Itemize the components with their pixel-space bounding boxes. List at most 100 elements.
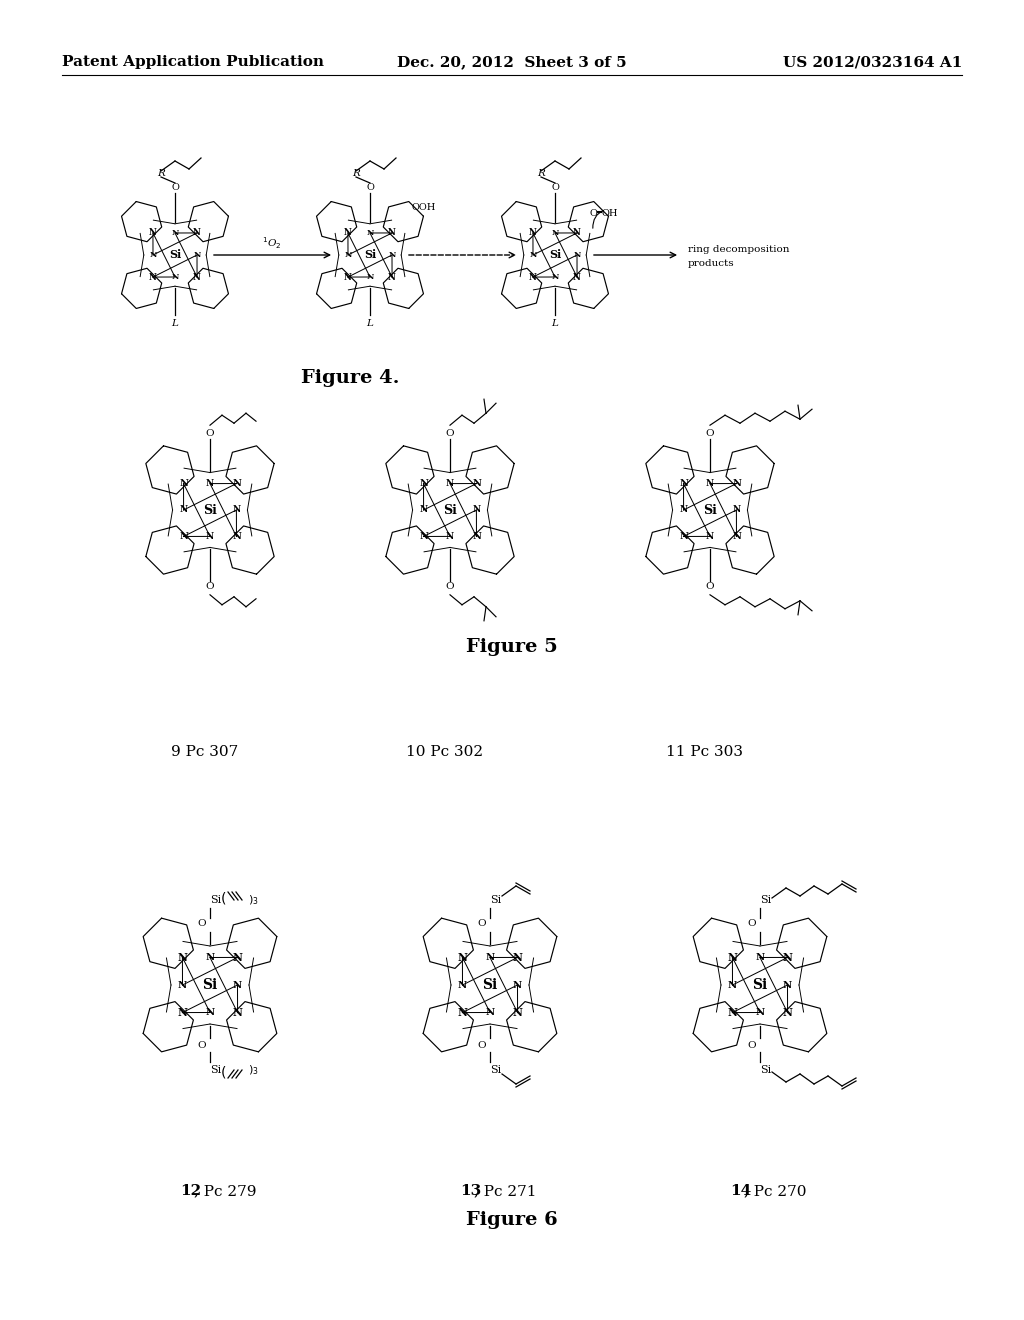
- Text: N: N: [179, 506, 187, 515]
- Text: Si: Si: [490, 895, 502, 906]
- Text: O: O: [706, 582, 715, 591]
- Text: N: N: [472, 506, 480, 515]
- Text: N: N: [756, 953, 765, 962]
- Text: N: N: [150, 251, 157, 259]
- Text: Si: Si: [753, 978, 768, 993]
- Text: US 2012/0323164 A1: US 2012/0323164 A1: [782, 55, 962, 69]
- Text: N: N: [472, 532, 481, 541]
- Text: N: N: [458, 952, 467, 962]
- Text: N: N: [344, 272, 352, 281]
- Text: N: N: [388, 228, 396, 238]
- Text: N: N: [177, 1007, 187, 1018]
- Text: N: N: [756, 1008, 765, 1016]
- Text: Figure 5: Figure 5: [466, 638, 558, 656]
- Text: , Pc 279: , Pc 279: [194, 1184, 256, 1199]
- Text: N: N: [445, 479, 454, 488]
- Text: Si: Si: [549, 249, 561, 260]
- Text: OOH: OOH: [412, 202, 436, 211]
- Text: N: N: [232, 479, 241, 488]
- Text: N: N: [150, 272, 157, 281]
- Text: 14: 14: [730, 1184, 752, 1199]
- Text: O: O: [206, 429, 214, 438]
- Text: N: N: [458, 981, 467, 990]
- Text: N: N: [551, 228, 559, 238]
- Text: )$_3$: )$_3$: [248, 1063, 259, 1077]
- Text: N: N: [232, 952, 243, 962]
- FancyArrowPatch shape: [593, 210, 603, 228]
- Text: 13: 13: [460, 1184, 481, 1199]
- Text: )$_3$: )$_3$: [248, 894, 259, 907]
- Text: N: N: [232, 506, 241, 515]
- Text: N: N: [485, 953, 495, 962]
- Text: N: N: [171, 273, 178, 281]
- Text: Figure 6: Figure 6: [466, 1210, 558, 1229]
- Text: Si: Si: [203, 503, 217, 516]
- Text: N: N: [573, 228, 581, 238]
- Text: N: N: [679, 532, 688, 541]
- Text: N: N: [680, 506, 688, 515]
- Text: N: N: [171, 228, 178, 238]
- Text: N: N: [529, 251, 537, 259]
- Text: L: L: [367, 318, 374, 327]
- Text: Si: Si: [490, 1065, 502, 1074]
- Text: L: L: [172, 318, 178, 327]
- Text: O: O: [198, 920, 206, 928]
- Text: N: N: [194, 228, 201, 238]
- Text: N: N: [732, 532, 741, 541]
- Text: N: N: [679, 479, 688, 488]
- Text: Si: Si: [210, 1065, 221, 1074]
- Text: N: N: [179, 479, 188, 488]
- Text: R: R: [157, 169, 165, 177]
- Text: O: O: [206, 582, 214, 591]
- Text: N: N: [388, 272, 396, 281]
- Text: Si: Si: [210, 895, 221, 906]
- Text: N: N: [194, 251, 201, 259]
- Text: N: N: [419, 532, 428, 541]
- Text: 9 Pc 307: 9 Pc 307: [171, 744, 239, 759]
- Text: O: O: [590, 209, 598, 218]
- Text: R: R: [352, 169, 360, 177]
- Text: N: N: [513, 981, 522, 990]
- Text: N: N: [728, 981, 737, 990]
- Text: N: N: [485, 1008, 495, 1016]
- Text: N: N: [732, 479, 741, 488]
- Text: N: N: [727, 1007, 737, 1018]
- Text: Si: Si: [443, 503, 457, 516]
- Text: , Pc 271: , Pc 271: [474, 1184, 537, 1199]
- Text: N: N: [232, 1007, 243, 1018]
- Text: N: N: [529, 228, 537, 238]
- Text: Figure 4.: Figure 4.: [301, 370, 399, 387]
- Text: N: N: [458, 1007, 467, 1018]
- Text: N: N: [232, 532, 241, 541]
- Text: O: O: [366, 183, 374, 193]
- Text: ring decomposition: ring decomposition: [688, 244, 790, 253]
- Text: Patent Application Publication: Patent Application Publication: [62, 55, 324, 69]
- Text: N: N: [206, 953, 215, 962]
- Text: N: N: [206, 1008, 215, 1016]
- Text: N: N: [420, 506, 428, 515]
- Text: O: O: [445, 429, 455, 438]
- Text: N: N: [178, 981, 187, 990]
- Text: N: N: [472, 479, 481, 488]
- Text: Si: Si: [761, 1065, 772, 1074]
- Text: (: (: [221, 1065, 226, 1078]
- Text: N: N: [783, 981, 793, 990]
- Text: N: N: [344, 228, 352, 238]
- Text: (: (: [221, 891, 226, 906]
- Text: Si: Si: [203, 978, 218, 993]
- Text: Si: Si: [761, 895, 772, 906]
- Text: N: N: [177, 952, 187, 962]
- Text: R: R: [537, 169, 545, 177]
- Text: O: O: [477, 920, 486, 928]
- Text: 12: 12: [180, 1184, 201, 1199]
- Text: N: N: [179, 532, 188, 541]
- Text: N: N: [206, 479, 214, 488]
- Text: O: O: [551, 183, 559, 193]
- Text: N: N: [150, 228, 157, 238]
- Text: N: N: [419, 479, 428, 488]
- Text: N: N: [573, 272, 581, 281]
- Text: N: N: [706, 532, 714, 541]
- Text: N: N: [206, 532, 214, 541]
- Text: N: N: [232, 981, 242, 990]
- Text: N: N: [706, 479, 714, 488]
